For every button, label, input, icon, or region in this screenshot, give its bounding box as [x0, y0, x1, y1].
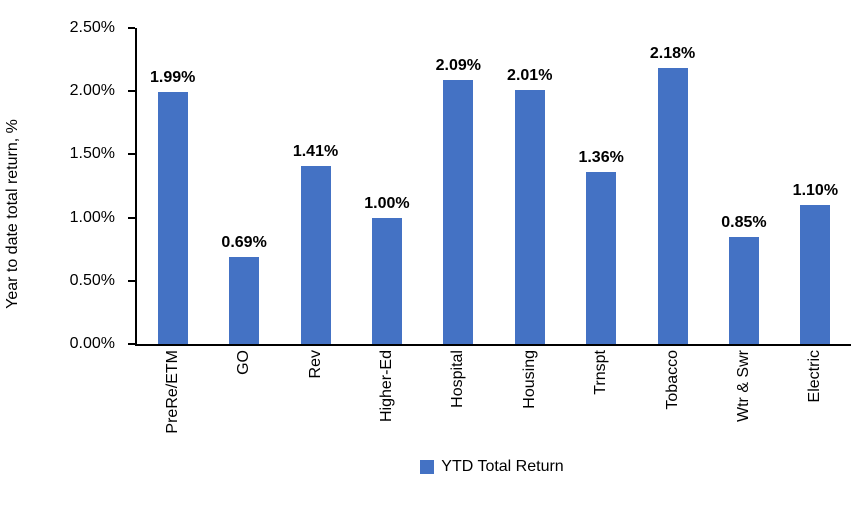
bar[interactable]: [157, 92, 188, 344]
y-tick-mark: [128, 343, 135, 345]
y-tick-mark: [128, 279, 135, 282]
bar-value-label: 1.36%: [578, 149, 624, 167]
bar-value-label: 2.01%: [507, 66, 553, 84]
bar-group: 1.99%: [137, 28, 208, 344]
bar-value-label: 1.41%: [292, 142, 339, 160]
x-axis-label-text: Tobacco: [663, 350, 681, 410]
bar[interactable]: [300, 165, 331, 344]
y-tick-label: 1.00%: [69, 208, 115, 226]
x-axis-label-text: GO: [235, 350, 253, 375]
x-axis-label-text: Hospital: [449, 350, 467, 408]
x-axis-label: Hospital: [423, 350, 494, 458]
bar-value-label: 2.18%: [649, 45, 696, 63]
y-tick-mark: [128, 153, 135, 156]
bar[interactable]: [229, 256, 260, 344]
bar-group: 2.09%: [423, 28, 494, 344]
bar-value-label: 0.85%: [721, 213, 767, 231]
x-axis-label-text: Rev: [306, 350, 324, 379]
y-tick-label: 2.50%: [69, 19, 115, 36]
bar[interactable]: [514, 89, 545, 344]
bar-group: 2.18%: [637, 28, 708, 344]
y-tick-mark: [128, 90, 135, 93]
x-axis-label: Rev: [280, 350, 351, 458]
bar-value-label: 1.10%: [792, 181, 839, 199]
x-axis-label: Tobacco: [637, 350, 708, 458]
x-axis-label: GO: [208, 350, 279, 458]
x-axis-label: Wtr & Swr: [708, 350, 779, 458]
x-axis-label: PreRe/ETM: [137, 350, 208, 458]
bar-value-label: 1.00%: [364, 194, 410, 212]
x-axis-label: Higher-Ed: [351, 350, 422, 458]
bar-value-label: 1.99%: [150, 69, 196, 87]
bars-container: 1.99% 0.69% 1.41% 1.00% 2.09% 2.01% 1.36% 2.18%…: [137, 28, 851, 344]
bar-group: 0.69%: [208, 28, 279, 344]
bar-group: 2.01%: [494, 28, 565, 344]
x-axis-label-text: Higher-Ed: [377, 350, 395, 423]
bar-group: 1.36%: [565, 28, 636, 344]
y-tick-label: 1.50%: [69, 145, 115, 163]
y-tick-mark: [128, 216, 135, 219]
y-axis-tick-labels: 0.00% 0.50% 1.00% 1.50% 2.00% 2.50%: [0, 19, 125, 352]
bar-group: 1.00%: [351, 28, 422, 344]
x-axis-label-text: Electric: [806, 350, 824, 403]
bar-value-label: 0.69%: [221, 233, 267, 251]
y-tick-mark: [128, 27, 135, 29]
y-tick-label: 0.00%: [69, 335, 115, 352]
bar-value-label: 2.09%: [435, 56, 482, 74]
bar-group: 1.10%: [780, 28, 851, 344]
x-axis-label-text: PreRe/ETM: [163, 350, 181, 434]
x-axis-label-text: Housing: [520, 350, 538, 409]
x-axis-labels: PreRe/ETM GO Rev Higher-Ed Hospital Housing Tr…: [137, 350, 851, 458]
bar[interactable]: [586, 172, 617, 344]
legend-swatch-icon: [420, 460, 435, 474]
y-tick-label: 2.00%: [69, 82, 115, 100]
x-axis-label-text: Trnspt: [592, 350, 610, 395]
bar[interactable]: [443, 79, 474, 344]
x-axis-label: Electric: [780, 350, 851, 458]
bar[interactable]: [371, 217, 402, 344]
legend: YTD Total Return: [135, 458, 849, 476]
bar[interactable]: [657, 68, 688, 344]
bar-group: 1.41%: [280, 28, 351, 344]
x-axis-label: Housing: [494, 350, 565, 458]
bar[interactable]: [728, 236, 759, 344]
x-axis-label-text: Wtr & Swr: [734, 350, 752, 422]
legend-label: YTD Total Return: [441, 458, 564, 475]
y-tick-label: 0.50%: [69, 271, 115, 289]
bar-group: 0.85%: [708, 28, 779, 344]
x-axis-label: Trnspt: [565, 350, 636, 458]
plot-area: 1.99% 0.69% 1.41% 1.00% 2.09% 2.01% 1.36% 2.18%…: [128, 27, 851, 346]
bar[interactable]: [800, 204, 831, 344]
